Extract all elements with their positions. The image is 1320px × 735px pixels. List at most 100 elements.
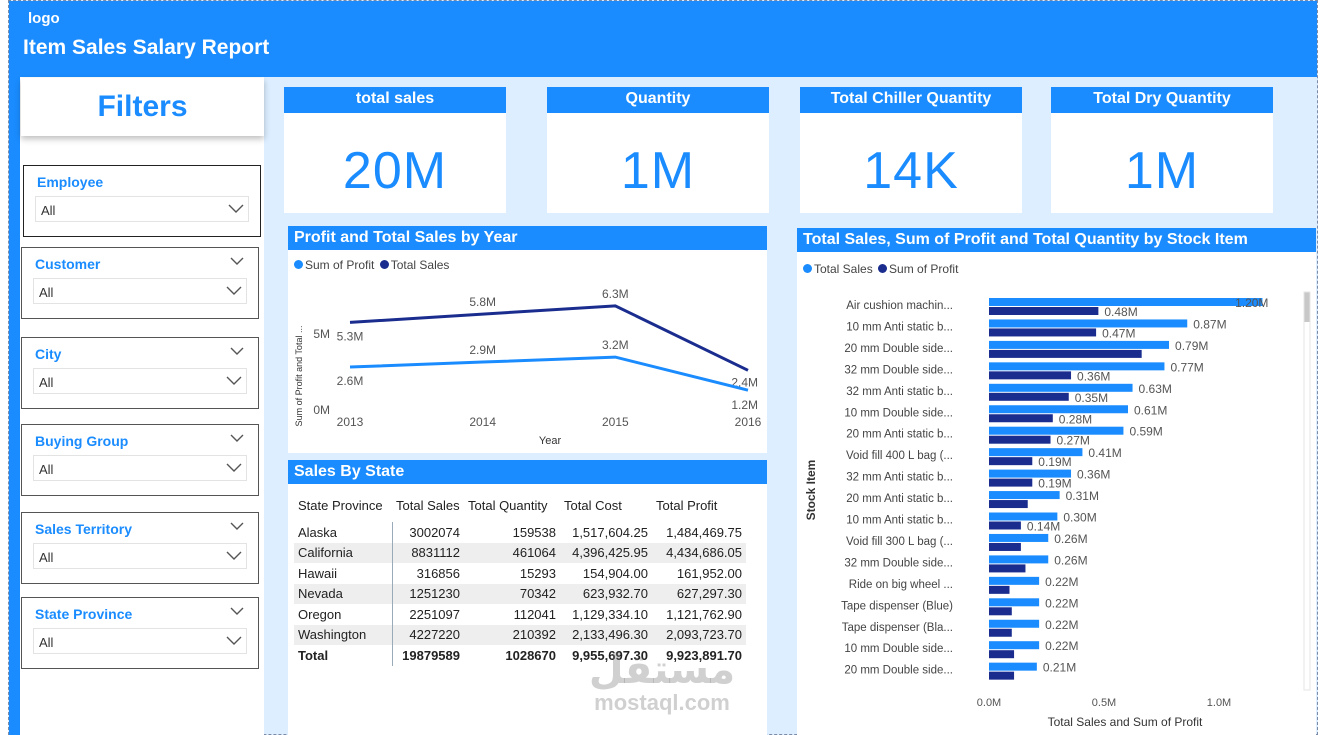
series-line-sum-of-profit — [349, 355, 749, 392]
cell: Washington — [294, 624, 393, 645]
bar-total-sales — [989, 426, 1124, 435]
x-axis-label: Year — [539, 435, 562, 447]
bar-total-sales — [989, 533, 1049, 542]
x-tick: 2014 — [469, 415, 496, 429]
cell: Total — [294, 645, 393, 666]
data-label-profit: 0.27M — [1057, 434, 1090, 448]
data-label-sales: 0.79M — [1175, 339, 1208, 353]
collapse-chevron-icon[interactable] — [230, 431, 244, 445]
card-title: Total Dry Quantity — [1051, 87, 1273, 113]
cell: 4,396,425.95 — [560, 542, 652, 563]
category-label: 10 mm Anti static b... — [846, 321, 953, 333]
data-label-sales: 0.30M — [1063, 511, 1096, 525]
sales-territory-dropdown[interactable]: All — [33, 543, 247, 569]
buying-group-dropdown[interactable]: All — [33, 455, 247, 481]
bar-total-sales — [989, 619, 1040, 628]
cell: 3002074 — [409, 524, 460, 540]
y-tick: 5M — [313, 327, 330, 341]
col-state[interactable]: State Province — [298, 497, 383, 513]
legend-dot-profit — [294, 260, 303, 269]
dropdown-value: All — [41, 203, 56, 218]
cell: 2251097 — [409, 606, 460, 622]
data-label-sales: 0.59M — [1129, 425, 1162, 439]
cell: 9,955,697.30 — [572, 647, 648, 663]
dropdown-value: All — [39, 550, 54, 565]
bar-profit — [989, 564, 1026, 573]
card-value: 1M — [620, 142, 696, 200]
category-label: Void fill 300 L bag (... — [846, 536, 953, 548]
category-label: Tape dispenser (Blue) — [841, 600, 953, 612]
table-total-row: Total 19879589 1028670 9,955,697.30 9,92… — [294, 645, 746, 666]
card-total-sales: total sales 20M — [284, 87, 506, 213]
bar-profit — [989, 500, 1028, 509]
report-title: Item Sales Salary Report — [23, 36, 270, 59]
chevron-down-icon — [226, 376, 242, 385]
cell: 1,484,469.75 — [666, 524, 742, 540]
card-quantity: Quantity 1M — [547, 87, 769, 213]
bar-profit — [989, 671, 1015, 680]
collapse-chevron-icon[interactable] — [230, 604, 244, 618]
data-label-sales: 0.31M — [1066, 489, 1099, 503]
report-header: logo Item Sales Salary Report — [9, 1, 1317, 77]
collapse-chevron-icon[interactable] — [230, 344, 244, 358]
state-table: State Province Total Sales Total Quantit… — [294, 492, 746, 666]
bar-profit — [989, 349, 1142, 358]
legend-profit[interactable]: Sum of Profit — [305, 258, 375, 272]
category-label: Air cushion machin... — [846, 300, 953, 312]
table-row: Alaska 3002074 159538 1,517,604.25 1,484… — [294, 522, 746, 543]
cell: 1028670 — [505, 647, 556, 663]
data-label-sales: 0.22M — [1045, 596, 1078, 610]
state-province-dropdown[interactable]: All — [33, 628, 247, 654]
slicer-sales-territory: Sales Territory All — [21, 512, 259, 584]
cell: Hawaii — [294, 563, 393, 584]
collapse-chevron-icon[interactable] — [230, 254, 244, 268]
cell: 8831112 — [392, 542, 464, 563]
customer-dropdown[interactable]: All — [33, 278, 247, 304]
cell: 112041 — [513, 606, 556, 622]
city-dropdown[interactable]: All — [33, 368, 247, 394]
data-label-profit: 0.48M — [1104, 305, 1137, 319]
col-total-profit[interactable]: Total Profit — [656, 497, 718, 513]
employee-dropdown[interactable]: All — [35, 196, 249, 222]
cell: 627,297.30 — [652, 583, 746, 604]
bar-profit — [989, 457, 1033, 466]
data-label-sales: 0.36M — [1077, 468, 1110, 482]
data-label-profit: 0.19M — [1038, 455, 1071, 469]
chevron-down-icon — [228, 204, 244, 213]
col-total-quantity[interactable]: Total Quantity — [468, 497, 548, 513]
card-title: total sales — [284, 87, 506, 113]
data-label-sales: 0.61M — [1134, 403, 1167, 417]
x-tick: 2015 — [602, 415, 629, 429]
col-total-cost[interactable]: Total Cost — [564, 497, 622, 513]
x-tick: 0.5M — [1092, 697, 1116, 709]
card-title: Quantity — [547, 87, 769, 113]
category-label: 32 mm Double side... — [844, 557, 953, 569]
collapse-chevron-icon[interactable] — [230, 519, 244, 533]
line-chart-svg: Sum of Profit and Total ... 5M 0M Year 2… — [294, 287, 762, 447]
scrollbar-thumb[interactable] — [1304, 292, 1310, 322]
scrollbar-track[interactable] — [1303, 291, 1311, 691]
chart-title: Profit and Total Sales by Year — [288, 226, 767, 250]
bar-total-sales — [989, 662, 1037, 671]
legend-sales[interactable]: Total Sales — [390, 258, 450, 272]
cell: 1,129,334.10 — [572, 606, 648, 622]
cell: 316856 — [416, 565, 460, 581]
data-label-sales: 0.21M — [1043, 661, 1076, 675]
left-accent-strip — [9, 77, 20, 735]
col-total-sales[interactable]: Total Sales — [396, 497, 460, 513]
legend-dot-profit — [878, 264, 888, 273]
dropdown-value: All — [39, 462, 54, 477]
category-label: 10 mm Double side... — [844, 643, 953, 655]
data-label-sales: 0.26M — [1054, 553, 1087, 567]
legend-profit[interactable]: Sum of Profit — [889, 262, 959, 276]
table-title: Sales By State — [288, 460, 767, 484]
cell: 159538 — [512, 524, 556, 540]
category-label: 20 mm Double side... — [844, 665, 953, 677]
x-tick: 2013 — [337, 415, 364, 429]
sales-by-state-table: Sales By State State Province Total Sale… — [288, 460, 767, 735]
slicer-city: City All — [21, 337, 259, 409]
bar-total-sales — [989, 491, 1060, 500]
legend-sales[interactable]: Total Sales — [814, 262, 873, 276]
data-label-sales: 0.22M — [1045, 639, 1078, 653]
data-label-sales: 0.22M — [1045, 618, 1078, 632]
